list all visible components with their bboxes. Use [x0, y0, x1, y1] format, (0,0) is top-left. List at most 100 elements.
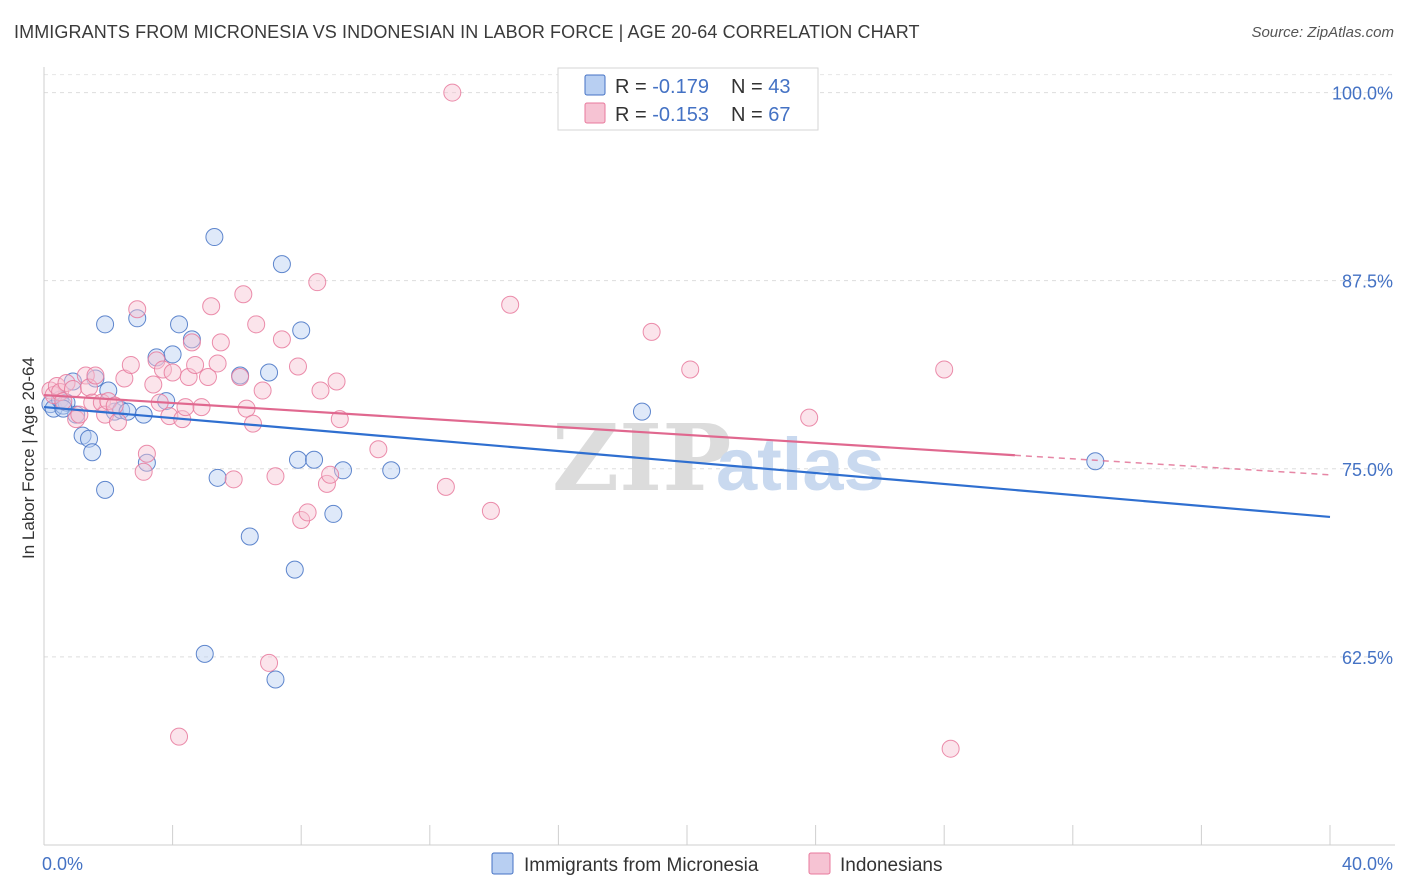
- point-indonesians: [137, 444, 156, 463]
- point-micronesia: [260, 363, 279, 382]
- point-indonesians: [288, 357, 307, 376]
- point-indonesians: [192, 398, 211, 417]
- point-micronesia: [96, 480, 115, 499]
- point-indonesians: [121, 355, 140, 374]
- point-indonesians: [170, 727, 189, 746]
- point-indonesians: [253, 381, 272, 400]
- point-micronesia: [382, 461, 401, 480]
- point-micronesia: [83, 443, 102, 462]
- point-indonesians: [182, 333, 201, 352]
- trend-layer: [43, 393, 1331, 519]
- stats-n-value: 43: [768, 76, 790, 98]
- legend-label-micronesia: Immigrants from Micronesia: [524, 855, 759, 876]
- point-indonesians: [327, 372, 346, 391]
- point-indonesians: [224, 470, 243, 489]
- watermark: ZIP atlas: [552, 404, 885, 512]
- stats-r-label: R =: [615, 104, 652, 126]
- point-indonesians: [443, 83, 462, 102]
- x-tick-label-min: 0.0%: [42, 854, 83, 874]
- stats-r-value: -0.179: [652, 76, 709, 98]
- point-indonesians: [321, 465, 340, 484]
- point-indonesians: [211, 333, 230, 352]
- point-micronesia: [266, 670, 285, 689]
- point-micronesia: [195, 644, 214, 663]
- stats-n-value: 67: [768, 104, 790, 126]
- point-indonesians: [272, 330, 291, 349]
- stats-n-label: N =: [731, 104, 768, 126]
- point-micronesia: [96, 315, 115, 334]
- legend-label-indonesians: Indonesians: [840, 855, 942, 876]
- trendline-micronesia: [43, 405, 1331, 519]
- stats-row-pink: R = -0.153: [615, 104, 709, 126]
- point-indonesians: [208, 354, 227, 373]
- stats-swatch-pink: [584, 102, 606, 124]
- trendline-indonesians-extension: [1014, 454, 1331, 476]
- point-indonesians: [308, 273, 327, 292]
- stats-legend: R = -0.179 N = 43 R = -0.153 N = 67: [557, 67, 819, 131]
- point-micronesia: [128, 309, 147, 328]
- point-indonesians: [128, 300, 147, 319]
- y-tick-label: 87.5%: [1342, 272, 1393, 292]
- point-indonesians: [501, 295, 520, 314]
- stats-n-blue: N = 43: [731, 76, 791, 98]
- stats-row-blue: R = -0.179: [615, 76, 709, 98]
- point-indonesians: [76, 366, 95, 385]
- point-indonesians: [153, 360, 172, 379]
- point-micronesia: [288, 450, 307, 469]
- point-indonesians: [941, 739, 960, 758]
- point-indonesians: [481, 501, 500, 520]
- point-indonesians: [681, 360, 700, 379]
- axis-layer: 62.5% 75.0% 87.5% 100.0% 0.0% 40.0%: [42, 67, 1395, 874]
- stats-n-pink: N = 67: [731, 104, 791, 126]
- point-micronesia: [80, 429, 99, 448]
- point-micronesia: [1086, 452, 1105, 471]
- point-indonesians: [63, 380, 82, 399]
- point-micronesia: [285, 560, 304, 579]
- point-micronesia: [208, 468, 227, 487]
- point-indonesians: [935, 360, 954, 379]
- point-micronesia: [292, 321, 311, 340]
- point-micronesia: [632, 402, 651, 421]
- legend-swatch-micronesia: [491, 852, 514, 875]
- point-micronesia: [324, 504, 343, 523]
- point-indonesians: [292, 510, 311, 529]
- legend-swatch-indonesians: [808, 852, 831, 875]
- point-micronesia: [163, 345, 182, 364]
- point-micronesia: [305, 450, 324, 469]
- y-tick-label: 62.5%: [1342, 648, 1393, 668]
- point-indonesians: [298, 503, 317, 522]
- point-micronesia: [240, 527, 259, 546]
- point-indonesians: [369, 440, 388, 459]
- point-indonesians: [436, 477, 455, 496]
- y-tick-label: 75.0%: [1342, 460, 1393, 480]
- point-micronesia: [170, 315, 189, 334]
- y-tick-label: 100.0%: [1332, 84, 1393, 104]
- point-indonesians: [163, 363, 182, 382]
- point-indonesians: [800, 408, 819, 427]
- chart-source: Source: ZipAtlas.com: [1251, 24, 1394, 41]
- point-indonesians: [176, 398, 195, 417]
- point-indonesians: [247, 315, 266, 334]
- point-indonesians: [86, 366, 105, 385]
- grid-layer: [44, 74, 1395, 658]
- point-indonesians: [202, 297, 221, 316]
- point-micronesia: [205, 228, 224, 247]
- point-indonesians: [99, 392, 118, 411]
- x-tick-label-max: 40.0%: [1342, 854, 1393, 874]
- point-indonesians: [108, 413, 127, 432]
- stats-r-label: R =: [615, 76, 652, 98]
- point-indonesians: [234, 285, 253, 304]
- watermark-atlas: atlas: [716, 423, 885, 506]
- trendline-indonesians: [43, 393, 1015, 457]
- stats-swatch-blue: [584, 74, 606, 96]
- points-layer: [41, 83, 1105, 758]
- stats-n-label: N =: [731, 76, 768, 98]
- point-indonesians: [330, 410, 349, 429]
- point-indonesians: [134, 462, 153, 481]
- point-indonesians: [147, 351, 166, 370]
- point-indonesians: [260, 653, 279, 672]
- bottom-legend: Immigrants from Micronesia Indonesians: [491, 852, 942, 876]
- stats-r-value: -0.153: [652, 104, 709, 126]
- point-micronesia: [272, 255, 291, 274]
